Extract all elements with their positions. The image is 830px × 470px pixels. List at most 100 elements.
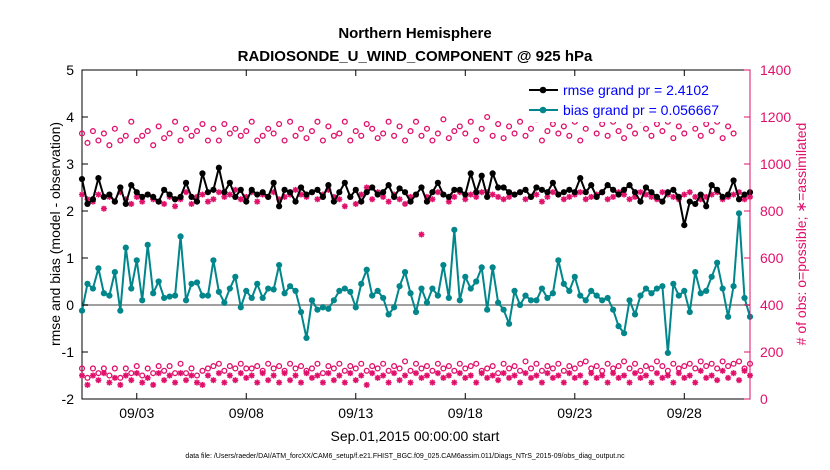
obs-possible-marker xyxy=(374,365,381,372)
obs-possible-marker xyxy=(314,360,321,367)
obs-possible-marker xyxy=(495,370,502,377)
obs-assimilated-marker xyxy=(177,370,184,377)
star-stroke xyxy=(692,194,698,200)
rmse-point xyxy=(369,184,376,191)
rmse-point xyxy=(522,186,529,193)
rmse-point xyxy=(412,191,420,198)
obs-possible-marker xyxy=(363,367,370,374)
star-stroke xyxy=(583,196,589,202)
star-stroke xyxy=(637,375,644,381)
obs-possible-marker xyxy=(341,367,348,374)
star-stroke xyxy=(314,196,321,202)
star-stroke xyxy=(648,194,655,200)
star-stroke xyxy=(353,377,359,383)
obs-assimilated-marker xyxy=(489,191,496,198)
bias-point xyxy=(714,259,721,266)
bias-point xyxy=(637,292,644,299)
bias-point xyxy=(358,280,365,287)
star-stroke xyxy=(550,375,556,381)
star-stroke xyxy=(462,196,469,202)
obs-possible-marker xyxy=(637,367,644,374)
y-right-tick-label: 1000 xyxy=(760,156,791,172)
obs-possible-marker xyxy=(193,128,201,135)
bias-point xyxy=(664,349,671,357)
obs-assimilated-marker xyxy=(440,374,447,381)
rmse-point xyxy=(177,193,184,200)
star-stroke xyxy=(281,370,288,376)
x-axis-label: Sep.01,2015 00:00:00 start xyxy=(331,428,500,444)
obs-assimilated-marker xyxy=(632,370,639,377)
obs-possible-marker xyxy=(226,130,233,137)
obs-possible-marker xyxy=(621,358,628,365)
rmse-point xyxy=(380,189,387,196)
obs-possible-marker xyxy=(593,130,600,137)
obs-assimilated-marker xyxy=(533,372,540,379)
obs-possible-marker xyxy=(489,132,496,139)
obs-assimilated-marker xyxy=(478,189,485,196)
x-tick-label: 09/18 xyxy=(448,405,483,421)
obs-assimilated-marker xyxy=(692,193,699,200)
obs-possible-marker xyxy=(95,370,102,377)
y-right-tick-label: 1200 xyxy=(760,109,791,125)
star-stroke xyxy=(451,194,458,200)
star-stroke xyxy=(741,368,748,374)
obs-possible-marker xyxy=(544,363,551,370)
obs-possible-marker xyxy=(714,365,721,372)
obs-possible-marker xyxy=(516,118,524,125)
obs-possible-marker xyxy=(308,365,316,372)
obs-possible-marker xyxy=(407,367,414,374)
obs-assimilated-marker xyxy=(670,193,677,200)
obs-possible-marker xyxy=(210,363,217,370)
bias-point xyxy=(385,311,392,318)
star-stroke xyxy=(216,370,222,376)
obs-assimilated-marker xyxy=(79,191,85,198)
obs-assimilated-marker xyxy=(538,198,545,205)
star-stroke xyxy=(161,201,167,207)
obs-possible-marker xyxy=(440,116,447,123)
obs-assimilated-marker xyxy=(741,367,748,374)
bias-point xyxy=(319,304,327,311)
obs-assimilated-marker xyxy=(582,379,589,386)
star-stroke xyxy=(166,372,173,379)
obs-possible-marker xyxy=(451,367,458,374)
bias-point xyxy=(210,257,217,264)
star-stroke xyxy=(725,375,731,381)
bias-point xyxy=(182,297,190,304)
obs-possible-marker xyxy=(166,363,173,370)
bias-point xyxy=(478,264,485,271)
obs-possible-marker xyxy=(199,367,206,374)
obs-possible-marker xyxy=(111,125,118,132)
obs-possible-marker xyxy=(593,363,600,370)
rmse-point xyxy=(286,189,294,196)
star-stroke xyxy=(402,201,408,207)
star-stroke xyxy=(626,196,633,202)
obs-possible-marker xyxy=(259,132,266,139)
obs-possible-marker xyxy=(84,139,91,146)
rmse-point xyxy=(281,186,288,193)
obs-possible-marker xyxy=(122,365,129,372)
rmse-point xyxy=(484,193,491,200)
bias-point xyxy=(380,294,387,302)
star-stroke xyxy=(221,194,228,200)
bias-point xyxy=(615,323,622,330)
obs-possible-marker xyxy=(336,360,343,367)
bias-point xyxy=(659,283,666,290)
obs-assimilated-marker xyxy=(193,379,200,386)
rmse-point xyxy=(363,189,370,196)
rmse-point xyxy=(155,198,162,205)
obs-possible-marker xyxy=(527,125,535,132)
star-stroke xyxy=(577,189,583,195)
obs-possible-marker xyxy=(89,128,97,135)
rmse-point xyxy=(505,189,513,196)
obs-assimilated-marker xyxy=(434,370,441,377)
bias-point xyxy=(533,297,540,304)
obs-possible-marker xyxy=(456,360,463,367)
obs-possible-marker xyxy=(128,118,135,125)
bias-point xyxy=(204,292,212,299)
star-stroke xyxy=(506,194,512,200)
obs-assimilated-marker xyxy=(462,196,469,203)
obs-possible-marker xyxy=(462,365,469,372)
star-stroke xyxy=(79,372,85,379)
obs-possible-marker xyxy=(297,363,305,370)
obs-possible-marker xyxy=(401,358,409,365)
